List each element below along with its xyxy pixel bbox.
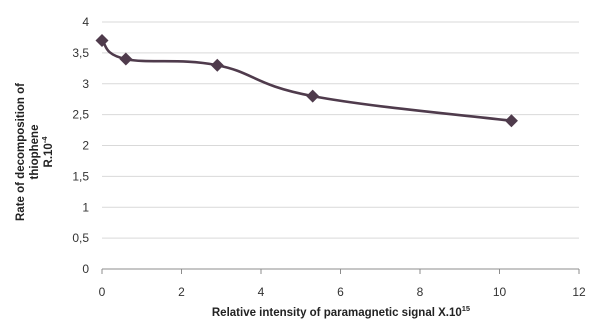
y-axis-title-line2: thiophene xyxy=(29,125,41,180)
x-axis-title-exponent: 15 xyxy=(462,304,470,313)
x-tick-label: 6 xyxy=(337,285,344,299)
y-tick-label: 1 xyxy=(82,200,89,214)
x-tick-labels: 0 2 4 6 8 10 12 xyxy=(99,285,586,299)
y-tick-labels: 0 0,5 1 1,5 2 2,5 3 3,5 4 xyxy=(72,15,89,276)
y-tick-label: 0 xyxy=(82,262,89,276)
x-tick-label: 12 xyxy=(572,285,586,299)
data-point-marker xyxy=(119,52,133,66)
data-point-marker xyxy=(504,114,518,128)
data-point-marker xyxy=(306,89,320,103)
y-tick-label: 1,5 xyxy=(72,169,89,183)
y-axis-title-line3-text: R.10 xyxy=(43,143,55,167)
gridlines xyxy=(102,21,579,239)
series-group xyxy=(95,34,518,128)
y-axis-title-line3-exponent: -4 xyxy=(40,136,49,143)
y-tick-label: 2 xyxy=(82,139,89,153)
axes xyxy=(101,268,580,274)
x-tick-label: 4 xyxy=(258,285,265,299)
y-tick-label: 3,5 xyxy=(72,46,89,60)
data-point-marker xyxy=(210,58,224,72)
y-tick-label: 4 xyxy=(82,15,89,29)
x-axis-title: Relative intensity of paramagnetic signa… xyxy=(212,304,470,319)
y-tick-label: 0,5 xyxy=(72,231,89,245)
x-tick-label: 0 xyxy=(99,285,106,299)
x-tick-label: 10 xyxy=(493,285,507,299)
x-tick-label: 8 xyxy=(417,285,424,299)
x-tick-label: 2 xyxy=(178,285,185,299)
x-axis-title-text: Relative intensity of paramagnetic signa… xyxy=(212,307,462,319)
y-axis-title: Rate of decomposition of thiophene R.10-… xyxy=(15,83,55,221)
y-axis-title-line1: Rate of decomposition of xyxy=(15,83,27,221)
data-point-marker xyxy=(95,34,109,48)
y-axis-title-line3: R.10-4 xyxy=(40,136,55,168)
y-tick-label: 3 xyxy=(82,77,89,91)
y-tick-label: 2,5 xyxy=(72,108,89,122)
